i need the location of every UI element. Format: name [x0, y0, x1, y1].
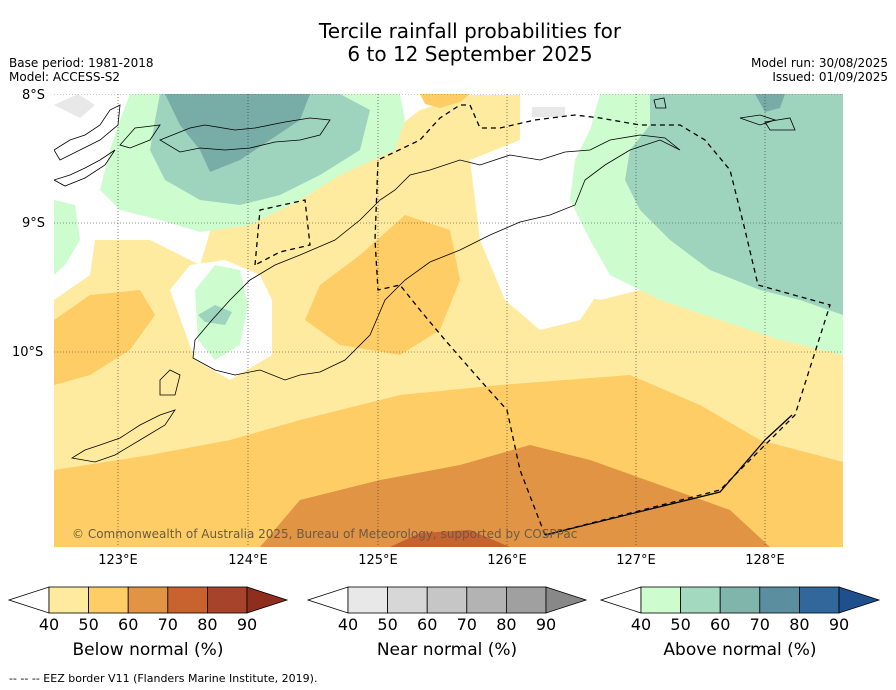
below-swatch-70	[167, 586, 208, 614]
lon-label-127e: 127°E	[616, 553, 656, 568]
below-50-60-west	[54, 290, 155, 385]
graticule	[54, 94, 843, 547]
lon-label-125e: 125°E	[358, 553, 398, 568]
near-tick-90: 90	[535, 615, 557, 634]
near-tick-50: 50	[377, 615, 398, 634]
near-tick-70: 70	[456, 615, 477, 634]
lat-label-9s: 9°S	[22, 216, 46, 231]
near-40-50-patch-1	[54, 94, 95, 118]
above-tick-90: 90	[828, 615, 850, 634]
below-tick-60: 60	[118, 615, 139, 634]
issued-date: Issued: 01/09/2025	[772, 70, 888, 84]
above-normal-legend-title: Above normal (%)	[663, 640, 817, 660]
above-over-arrow	[838, 586, 881, 614]
above-swatch-50	[680, 586, 721, 614]
lon-label-124e: 124°E	[228, 553, 268, 568]
wetar-coast	[653, 97, 667, 109]
near-under-arrow	[307, 586, 349, 614]
below-swatch-40	[48, 586, 89, 614]
near-normal-colorbar	[307, 586, 588, 614]
above-60-70-east	[755, 94, 785, 112]
model-run: Model run: 30/08/2025	[750, 56, 888, 70]
near-over-arrow	[545, 586, 588, 614]
above-normal-colorbar	[600, 586, 881, 614]
above-swatch-60	[719, 586, 761, 614]
model-name: Model: ACCESS-S2	[9, 70, 121, 84]
flores-south-coast	[54, 149, 116, 187]
above-normal-swatches	[640, 586, 840, 614]
near-swatch-40	[347, 586, 388, 614]
above-tick-40: 40	[630, 615, 652, 634]
leti-coast	[764, 117, 796, 131]
near-40-50-patch-2	[532, 107, 565, 117]
flores-coast	[54, 104, 121, 161]
above-60-70-north	[165, 94, 310, 172]
above-50-60-island	[198, 305, 232, 325]
below-normal-legend-title: Below normal (%)	[72, 640, 224, 660]
above-swatch-80	[798, 586, 840, 614]
semau-island-coast	[159, 369, 181, 396]
above-swatch-40	[640, 586, 681, 614]
meta-left: Base period: 1981-2018 Model: ACCESS-S2	[9, 56, 154, 84]
above-tick-80: 80	[789, 615, 810, 634]
below-70-80-region	[390, 530, 510, 547]
near-swatch-50	[387, 586, 428, 614]
near-tick-60: 60	[417, 615, 438, 634]
below-tick-70: 70	[157, 615, 178, 634]
below-swatch-60	[127, 586, 169, 614]
coastlines	[54, 97, 796, 463]
above-under-arrow	[600, 586, 642, 614]
pantar-coast	[159, 117, 331, 153]
above-tick-50: 50	[670, 615, 691, 634]
near-swatch-60	[426, 586, 468, 614]
below-tick-80: 80	[197, 615, 218, 634]
title-line-2: 6 to 12 September 2025	[347, 42, 593, 66]
below-50-60-center	[305, 215, 460, 355]
base-period: Base period: 1981-2018	[9, 56, 154, 70]
lat-label-8s: 8°S	[22, 88, 46, 103]
near-normal-legend-title: Near normal (%)	[376, 640, 518, 660]
below-swatch-80	[206, 586, 248, 614]
rote-island-coast	[70, 409, 176, 463]
below-50-60-north	[420, 94, 470, 108]
below-60-70-region	[260, 445, 770, 547]
below-normal-colorbar	[8, 586, 289, 614]
eez-border-solid	[544, 414, 793, 536]
below-over-arrow	[246, 586, 289, 614]
above-40-50-west	[54, 200, 80, 275]
lon-label-128e: 128°E	[745, 553, 785, 568]
map-title: Tercile rainfall probabilities for 6 to …	[0, 20, 896, 66]
below-tick-50: 50	[78, 615, 99, 634]
probability-regions	[54, 94, 843, 547]
above-swatch-70	[759, 586, 800, 614]
alor-coast	[119, 124, 161, 149]
near-tick-40: 40	[337, 615, 359, 634]
eez-footnote: -- -- -- EEZ border V11 (Flanders Marine…	[9, 672, 318, 685]
near-swatch-80	[505, 586, 547, 614]
lat-label-10s: 10°S	[12, 345, 44, 360]
title-line-1: Tercile rainfall probabilities for	[318, 19, 622, 43]
below-swatch-50	[88, 586, 129, 614]
lon-label-126e: 126°E	[487, 553, 527, 568]
above-tick-60: 60	[710, 615, 731, 634]
below-under-arrow	[8, 586, 50, 614]
lon-label-123e: 123°E	[98, 553, 138, 568]
near-tick-80: 80	[496, 615, 517, 634]
below-normal-swatches	[48, 586, 248, 614]
below-tick-90: 90	[236, 615, 258, 634]
copyright-notice: © Commonwealth of Australia 2025, Bureau…	[72, 527, 578, 541]
eez-border-oecusse	[254, 199, 311, 267]
near-swatch-70	[466, 586, 507, 614]
near-normal-swatches	[347, 586, 547, 614]
below-tick-40: 40	[38, 615, 60, 634]
above-tick-70: 70	[749, 615, 770, 634]
timor-coastline	[192, 134, 681, 381]
meta-right: Model run: 30/08/2025 Issued: 01/09/2025	[751, 56, 888, 84]
